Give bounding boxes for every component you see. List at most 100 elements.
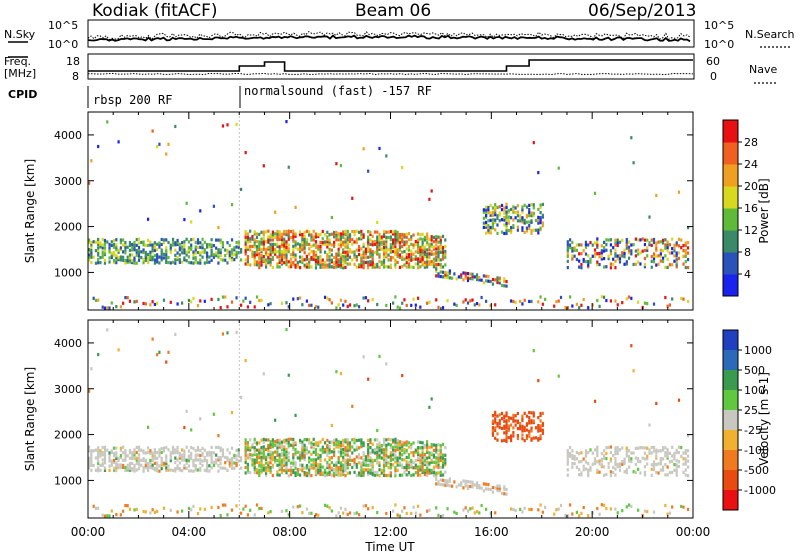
velocity-cell — [262, 466, 265, 470]
velocity-cell — [446, 481, 449, 485]
velocity-cell — [210, 458, 213, 463]
power-cell — [367, 263, 370, 267]
power-cell — [675, 263, 678, 267]
velocity-cell — [659, 468, 662, 472]
power-cell — [523, 218, 526, 223]
velocity-cell — [158, 350, 161, 354]
power-cell — [416, 296, 420, 300]
velocity-cell — [516, 426, 519, 431]
power-cell — [421, 255, 424, 259]
velocity-cell — [675, 468, 678, 472]
power-cell — [557, 299, 560, 303]
velocity-cell — [128, 456, 132, 460]
velocity-cell — [355, 447, 358, 452]
velocity-cell — [131, 454, 134, 458]
velocity-cell — [174, 460, 177, 465]
power-cell — [430, 262, 433, 266]
velocity-cell — [190, 453, 193, 457]
power-cell — [94, 261, 98, 265]
power-cell — [133, 243, 136, 248]
power-cell — [244, 250, 247, 254]
power-cell — [407, 248, 411, 252]
power-cell — [426, 237, 429, 241]
colorbar-swatch — [723, 120, 738, 143]
velocity-cell — [337, 468, 340, 472]
velocity-cell — [353, 437, 356, 441]
velocity-cell — [346, 462, 349, 466]
velocity-cell — [285, 455, 288, 460]
velocity-cell — [382, 470, 386, 474]
velocity-cell — [185, 445, 188, 449]
power-cell — [88, 248, 91, 252]
colorbar-tick-label: 4 — [744, 268, 751, 281]
power-cell — [99, 256, 102, 260]
velocity-cell — [308, 441, 311, 445]
power-cell — [301, 238, 304, 242]
velocity-cell — [137, 445, 141, 449]
power-cell — [432, 261, 436, 265]
velocity-cell — [312, 450, 315, 454]
velocity-cell — [603, 456, 606, 460]
power-cell — [235, 255, 238, 259]
velocity-cell — [612, 465, 615, 470]
freq-trace — [87, 59, 694, 76]
velocity-cell — [394, 466, 397, 470]
velocity-cell — [532, 419, 535, 423]
power-cell — [437, 247, 440, 251]
power-cell — [101, 246, 104, 250]
power-cell — [217, 251, 220, 255]
power-cell — [303, 263, 306, 267]
velocity-cell — [401, 448, 404, 452]
velocity-cell — [301, 443, 304, 448]
power-cell — [609, 299, 613, 303]
power-cell — [516, 219, 519, 223]
velocity-cell — [637, 446, 640, 450]
power-cell — [421, 240, 424, 245]
power-cell — [269, 302, 272, 306]
power-cell — [253, 253, 256, 257]
y-tick-label: 3000 — [54, 383, 82, 396]
power-cell — [314, 250, 318, 254]
power-cell — [621, 251, 624, 255]
power-cell — [344, 261, 347, 265]
velocity-cell — [117, 463, 120, 467]
velocity-cell — [262, 463, 265, 468]
velocity-cell — [580, 511, 583, 515]
velocity-cell — [269, 470, 272, 474]
velocity-cell — [119, 455, 122, 460]
velocity-cell — [253, 437, 256, 441]
velocity-cell — [419, 513, 422, 517]
velocity-cell — [587, 450, 590, 455]
velocity-cell — [600, 459, 603, 463]
power-cell — [587, 254, 590, 258]
velocity-cell — [494, 410, 497, 414]
velocity-cell — [258, 453, 261, 457]
velocity-cell — [414, 450, 417, 454]
velocity-cell — [92, 449, 95, 453]
power-cell — [398, 265, 402, 269]
power-cell — [489, 225, 492, 230]
power-cell — [337, 253, 340, 257]
velocity-cell — [296, 467, 299, 472]
power-cell — [137, 248, 141, 252]
power-cell — [153, 245, 156, 250]
velocity-cell — [262, 454, 265, 458]
power-cell — [287, 247, 290, 251]
power-cell — [249, 244, 252, 248]
power-cell — [233, 246, 236, 250]
power-cell — [396, 260, 399, 264]
velocity-cell — [641, 456, 644, 460]
power-cell — [196, 261, 200, 265]
power-cell — [471, 277, 474, 281]
velocity-cell — [407, 472, 411, 477]
velocity-cell — [203, 458, 206, 463]
power-cell — [668, 251, 671, 255]
velocity-cell — [430, 468, 433, 473]
velocity-cell — [319, 453, 322, 458]
velocity-cell — [432, 448, 436, 452]
velocity-cell — [230, 466, 234, 471]
velocity-cell — [88, 449, 91, 453]
velocity-cell — [260, 451, 263, 455]
velocity-cell — [115, 454, 118, 458]
velocity-cell — [267, 446, 270, 450]
